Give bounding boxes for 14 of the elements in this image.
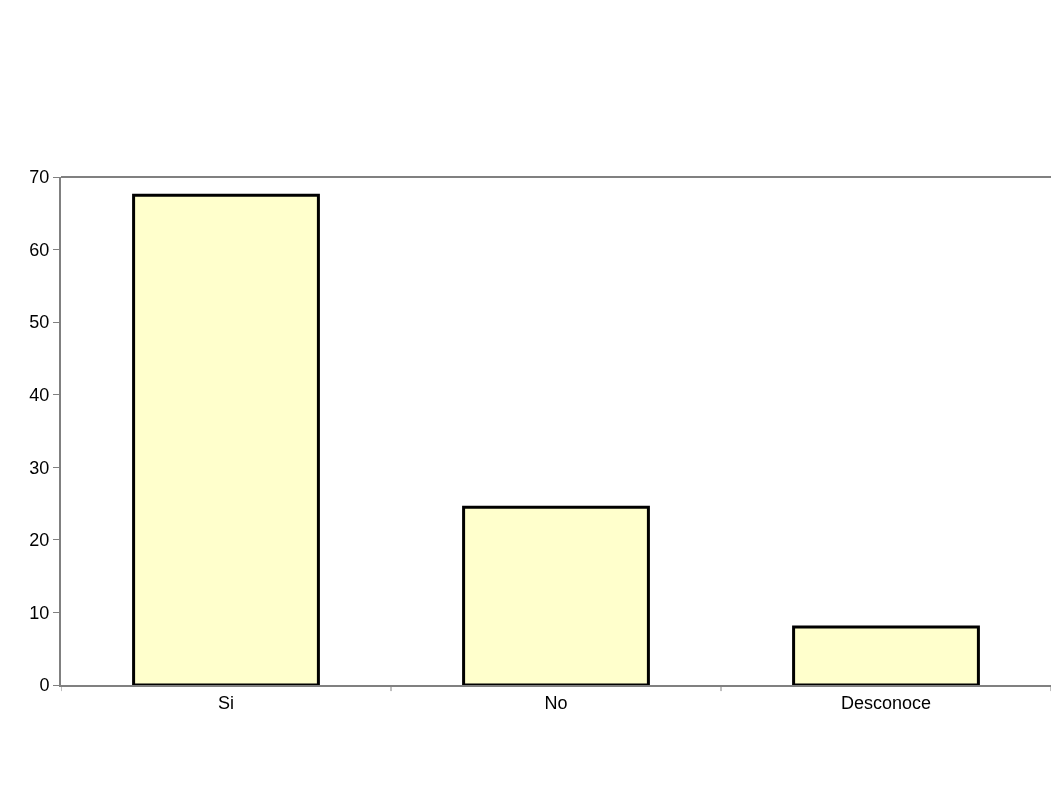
- y-tick-label: 30: [29, 457, 50, 478]
- y-tick-label: 40: [29, 385, 50, 406]
- bar: [132, 193, 320, 685]
- y-tick-label: 0: [39, 675, 50, 696]
- y-tick-label: 60: [29, 239, 50, 260]
- x-tick-label: Si: [217, 692, 235, 713]
- x-tick-label: Desconoce: [840, 692, 932, 713]
- y-tick-label: 50: [29, 312, 50, 333]
- y-tick-label: 70: [29, 167, 50, 188]
- y-tick-label: 10: [29, 602, 50, 623]
- x-tick-label: No: [544, 692, 568, 713]
- y-tick-label: 20: [29, 530, 50, 551]
- bar: [462, 505, 650, 685]
- bar: [792, 625, 980, 685]
